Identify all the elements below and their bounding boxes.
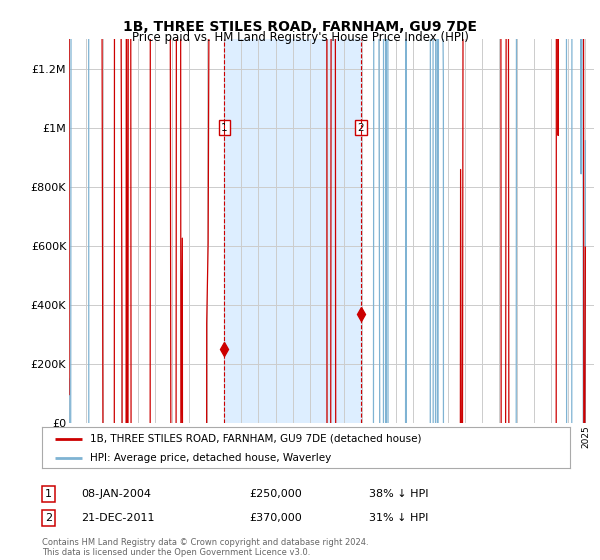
Text: HPI: Average price, detached house, Waverley: HPI: Average price, detached house, Wave… — [89, 452, 331, 463]
Text: Contains HM Land Registry data © Crown copyright and database right 2024.
This d: Contains HM Land Registry data © Crown c… — [42, 538, 368, 557]
Text: 1B, THREE STILES ROAD, FARNHAM, GU9 7DE (detached house): 1B, THREE STILES ROAD, FARNHAM, GU9 7DE … — [89, 433, 421, 444]
Text: 21-DEC-2011: 21-DEC-2011 — [81, 513, 155, 523]
Text: Price paid vs. HM Land Registry's House Price Index (HPI): Price paid vs. HM Land Registry's House … — [131, 31, 469, 44]
Text: 2: 2 — [45, 513, 52, 523]
Text: 31% ↓ HPI: 31% ↓ HPI — [369, 513, 428, 523]
Text: £250,000: £250,000 — [249, 489, 302, 499]
Bar — [224, 39, 361, 423]
Text: 1B, THREE STILES ROAD, FARNHAM, GU9 7DE: 1B, THREE STILES ROAD, FARNHAM, GU9 7DE — [123, 20, 477, 34]
Text: 1: 1 — [45, 489, 52, 499]
Text: 08-JAN-2004: 08-JAN-2004 — [81, 489, 151, 499]
Text: 1: 1 — [221, 123, 228, 133]
Text: £370,000: £370,000 — [249, 513, 302, 523]
Text: 38% ↓ HPI: 38% ↓ HPI — [369, 489, 428, 499]
Text: 2: 2 — [358, 123, 364, 133]
